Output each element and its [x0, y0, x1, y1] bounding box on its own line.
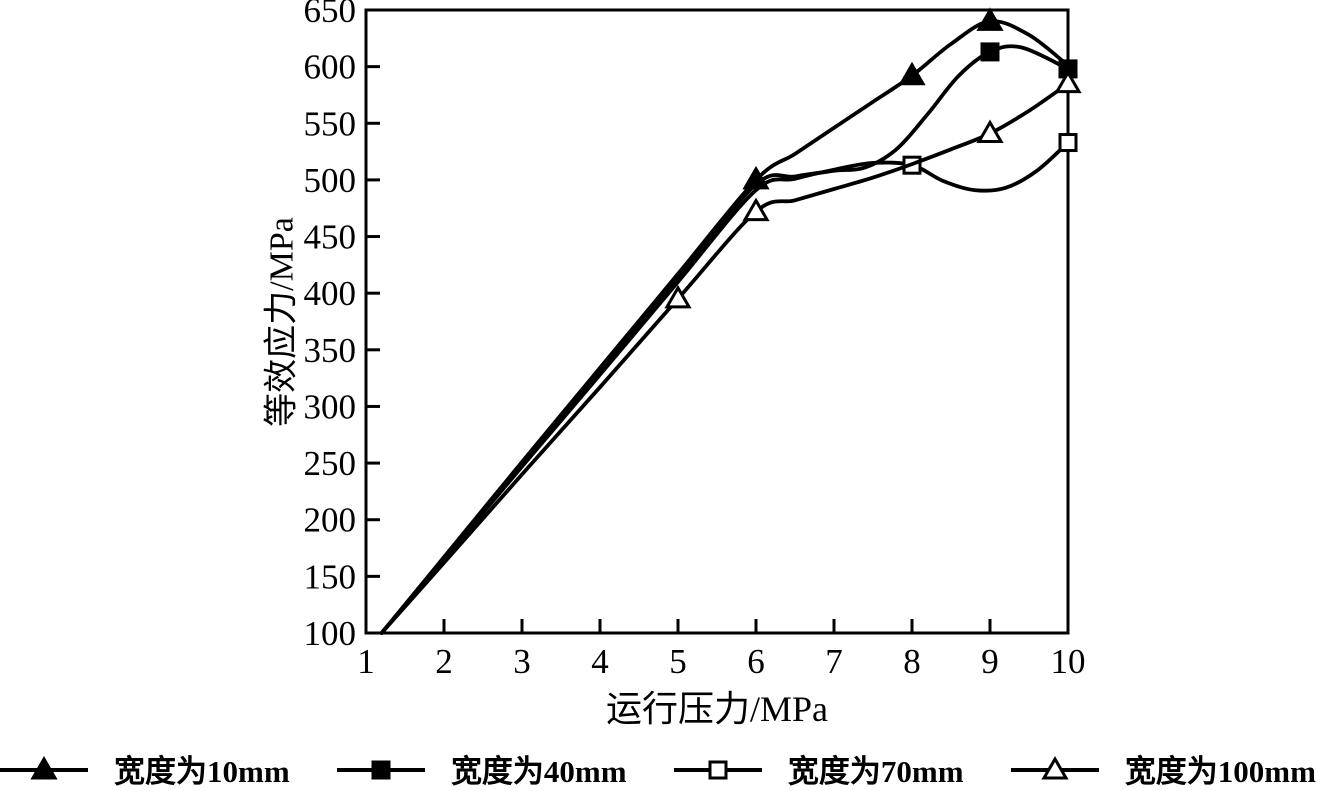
y-tick-label: 400 — [304, 274, 357, 313]
x-tick-label: 8 — [903, 642, 921, 681]
x-tick-label: 6 — [747, 642, 765, 681]
y-tick-label: 100 — [304, 614, 357, 653]
x-tick-label: 3 — [513, 642, 531, 681]
legend-item-2: 宽度为70mm — [673, 746, 964, 791]
triangle-filled-icon — [30, 755, 58, 779]
legend-marker-sample — [673, 760, 762, 779]
square-open-marker-icon — [1058, 133, 1078, 153]
triangle-filled-marker-icon — [976, 7, 1004, 31]
y-tick-label: 350 — [304, 331, 357, 370]
y-tick-label: 650 — [304, 0, 357, 30]
chart-legend: 宽度为10mm 宽度为40mm 宽度为70mm 宽度为100mm — [0, 746, 1316, 791]
y-axis-title: 等效应力/MPa — [263, 217, 301, 427]
triangle-open-marker-icon — [664, 284, 692, 309]
square-open-icon — [708, 760, 728, 779]
y-tick-label: 250 — [304, 444, 357, 483]
y-tick-label: 550 — [304, 104, 357, 143]
triangle-open-marker-icon — [1054, 69, 1082, 94]
legend-marker-sample — [0, 755, 88, 779]
y-tick-label: 450 — [304, 218, 357, 257]
series-line-0 — [379, 19, 1070, 635]
legend-marker-sample — [1010, 755, 1099, 779]
x-tick-label: 2 — [435, 642, 453, 681]
legend-label: 宽度为10mm — [114, 754, 290, 789]
line-chart: 1 2 3 4 5 6 7 8 9 10 100 150 200 250 300 350 400 450 500 55… — [304, 0, 1086, 681]
legend-item-3: 宽度为100mm — [1010, 746, 1316, 791]
legend-label: 宽度为40mm — [450, 754, 627, 789]
triangle-filled-marker-icon — [898, 61, 926, 86]
y-tick-label: 300 — [304, 387, 357, 426]
triangle-open-marker-icon — [742, 197, 770, 222]
square-filled-marker-icon — [980, 42, 1000, 62]
x-tick-label: 5 — [669, 642, 687, 681]
square-filled-icon — [371, 760, 391, 779]
legend-label: 宽度为70mm — [787, 754, 964, 789]
legend-item-1: 宽度为40mm — [336, 746, 627, 791]
y-tick-label: 600 — [304, 48, 357, 87]
y-tick-label: 200 — [304, 501, 357, 540]
series-line-1 — [379, 44, 1070, 635]
x-tick-label: 1 — [357, 642, 375, 681]
legend-label: 宽度为100mm — [1124, 754, 1316, 789]
triangle-open-icon — [1041, 755, 1069, 779]
x-tick-label: 10 — [1051, 642, 1086, 681]
x-tick-label: 4 — [591, 642, 609, 681]
y-tick-label: 500 — [304, 161, 357, 200]
y-tick-label: 150 — [304, 557, 357, 596]
x-tick-label: 7 — [825, 642, 843, 681]
legend-item-0: 宽度为10mm — [0, 746, 290, 791]
x-axis-title: 运行压力/MPa — [605, 689, 829, 729]
x-tick-label: 9 — [981, 642, 999, 681]
triangle-open-marker-icon — [976, 119, 1004, 143]
series-line-3 — [379, 81, 1070, 635]
plot-frame — [364, 8, 1070, 635]
legend-marker-sample — [336, 760, 425, 779]
series-line-2 — [379, 140, 1070, 635]
